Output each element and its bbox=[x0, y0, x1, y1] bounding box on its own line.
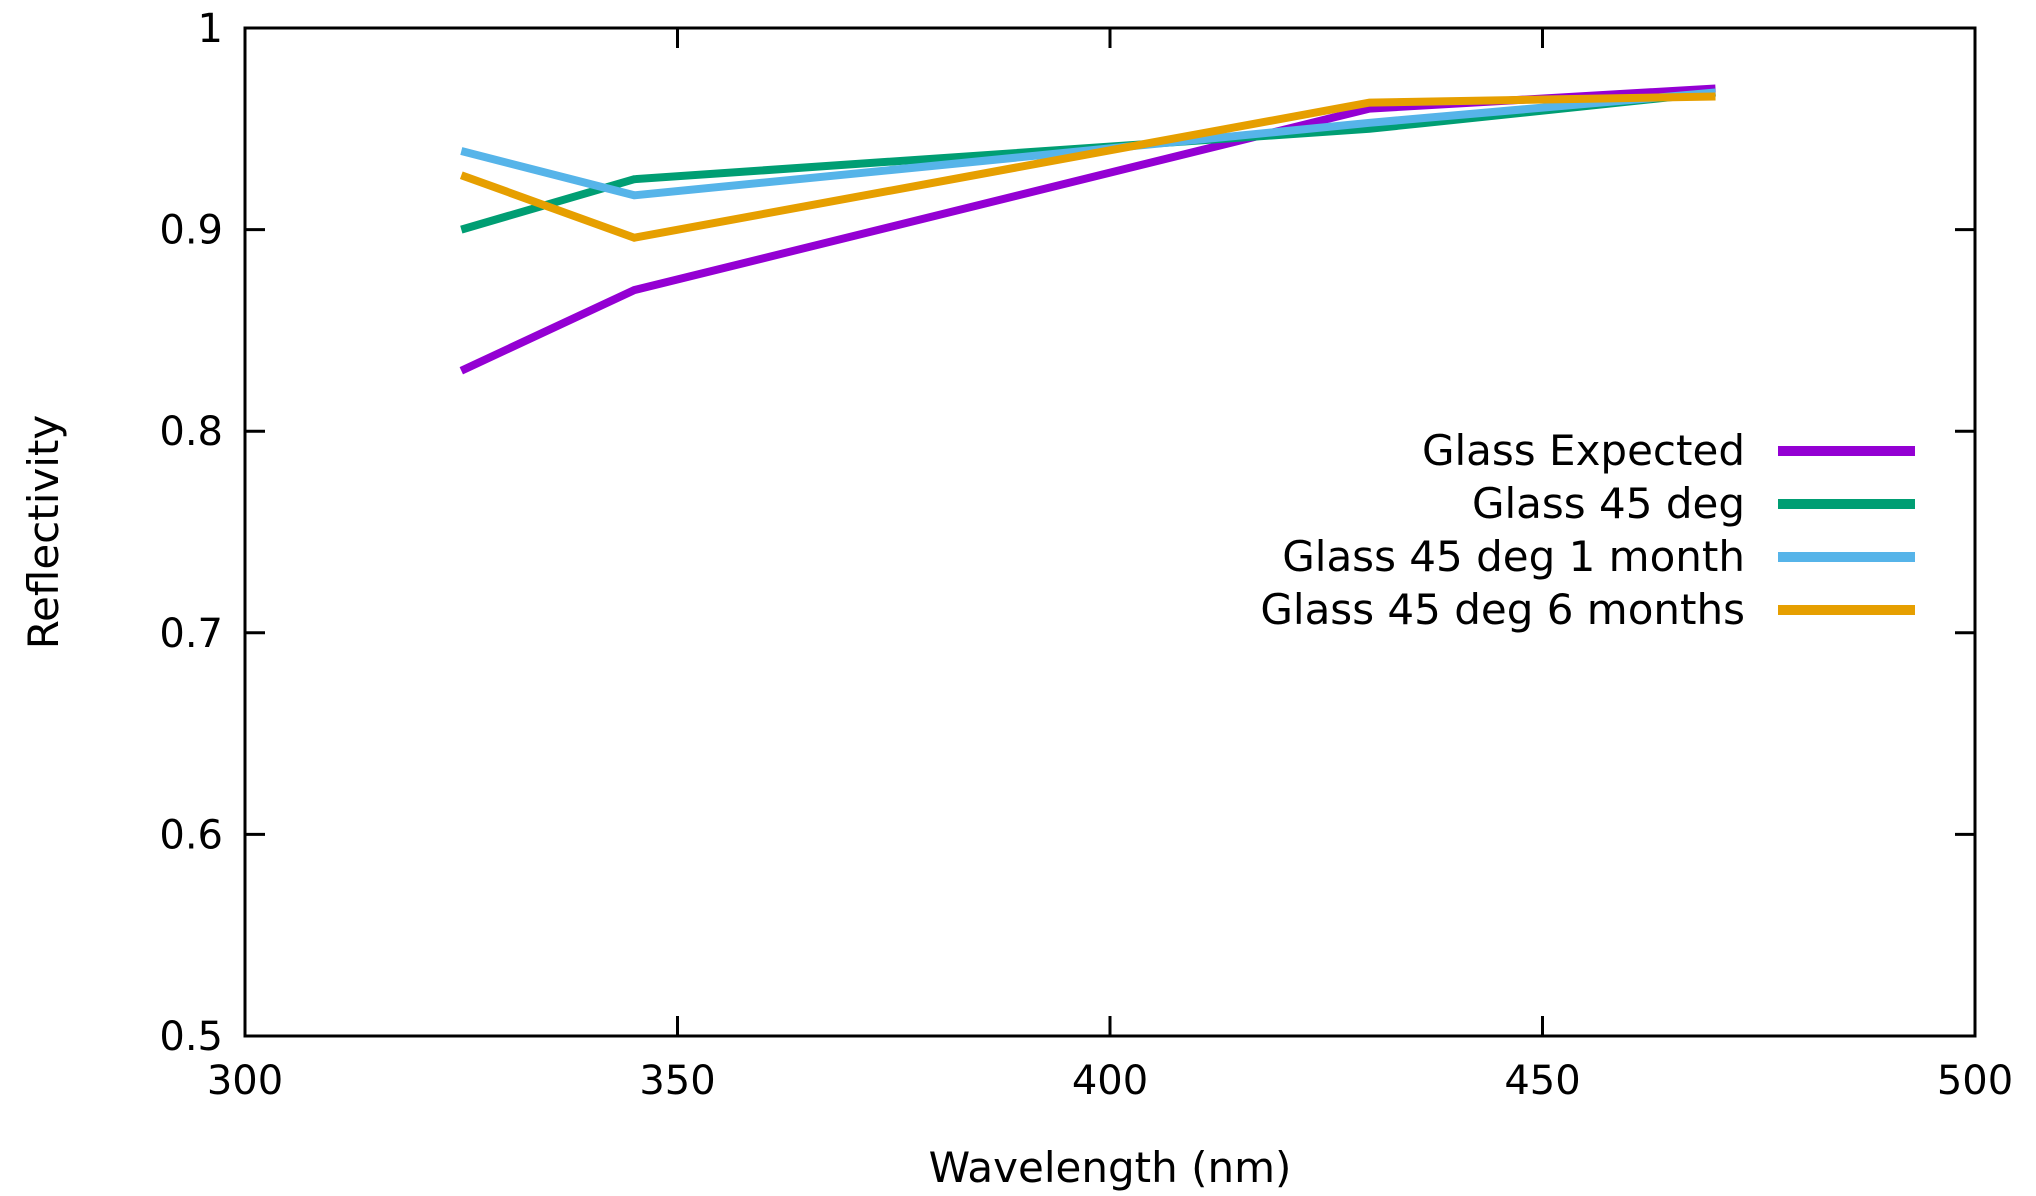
chart-marks bbox=[459, 84, 1716, 375]
legend-label: Glass 45 deg bbox=[1472, 479, 1745, 528]
x-tick-label: 300 bbox=[207, 1058, 283, 1104]
y-axis-title: Reflectivity bbox=[19, 415, 68, 650]
y-tick-label: 0.7 bbox=[159, 611, 223, 657]
y-axis-tick-labels: 0.5 0.6 0.7 0.8 0.9 1 bbox=[159, 6, 223, 1060]
series-line-3 bbox=[460, 88, 1716, 200]
y-tick-label: 0.5 bbox=[159, 1014, 223, 1060]
y-tick-label: 1 bbox=[198, 6, 223, 52]
legend-label: Glass 45 deg 6 months bbox=[1260, 585, 1745, 634]
y-tick-label: 0.9 bbox=[159, 208, 223, 254]
legend-label: Glass Expected bbox=[1422, 426, 1745, 475]
x-axis-title: Wavelength (nm) bbox=[929, 1143, 1292, 1192]
series-line-4 bbox=[459, 92, 1716, 242]
axis-ticks bbox=[243, 26, 1977, 1038]
x-tick-label: 500 bbox=[1937, 1058, 2013, 1104]
x-tick-label: 350 bbox=[639, 1058, 715, 1104]
x-tick-label: 400 bbox=[1072, 1058, 1148, 1104]
legend-label: Glass 45 deg 1 month bbox=[1282, 532, 1745, 581]
series-line-1 bbox=[459, 84, 1716, 375]
y-tick-label: 0.6 bbox=[159, 812, 223, 858]
y-tick-label: 0.8 bbox=[159, 409, 223, 455]
x-axis-tick-labels: 300 350 400 450 500 bbox=[207, 1058, 2013, 1104]
series-line-2 bbox=[460, 88, 1716, 234]
x-tick-label: 450 bbox=[1504, 1058, 1580, 1104]
